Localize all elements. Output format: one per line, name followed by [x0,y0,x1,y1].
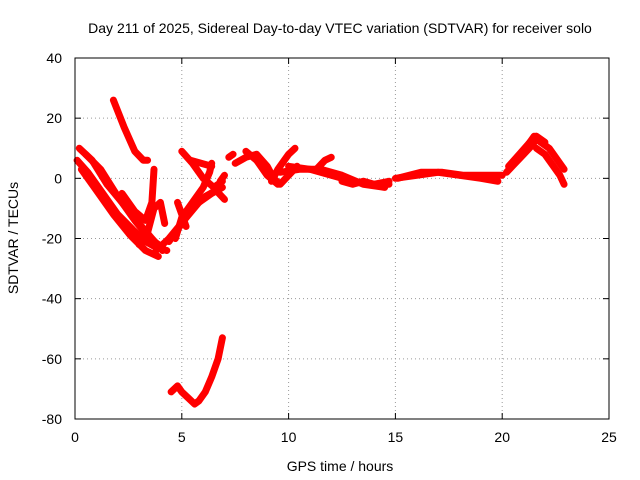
series-arc-27 [524,132,568,173]
x-tick-label: 15 [388,429,404,445]
series-arc-22 [338,177,393,188]
y-tick-label: -80 [42,411,62,427]
series-arc-29 [167,334,226,408]
data-series [73,96,568,408]
x-axis-label: GPS time / hours [287,458,394,474]
series-arc-24 [394,168,506,182]
series-arc-7 [135,198,169,248]
y-axis-label: SDTVAR / TECUs [5,182,21,294]
x-tick-label: 25 [601,429,617,445]
axis-ticks [74,57,610,420]
series-arc-3 [73,156,171,254]
chart-title: Day 211 of 2025, Sidereal Day-to-day VTE… [88,20,592,36]
y-tick-label: 40 [46,50,62,66]
x-tick-label: 5 [178,429,186,445]
series-arc-4 [82,150,167,251]
series-arc-11 [174,198,190,230]
y-tick-labels: -80 -60 -40 -20 0 20 40 [42,50,62,427]
x-tick-label: 0 [71,429,79,445]
y-tick-label: -20 [42,231,62,247]
y-tick-label: -60 [42,351,62,367]
series-arc-28 [532,144,568,188]
series-arc-13 [186,156,216,170]
series-arc-5 [109,96,152,164]
x-tick-labels: 0 5 10 15 20 25 [71,429,617,445]
series-arc-18 [268,144,299,185]
y-tick-label: 20 [46,110,62,126]
y-tick-label: 0 [54,170,62,186]
x-tick-label: 10 [281,429,297,445]
series-arc-6 [118,165,158,224]
series-arc-15 [225,150,237,161]
series-arc-14 [216,171,228,185]
x-tick-label: 20 [494,429,510,445]
series-arc-21 [312,153,335,173]
y-tick-label: -40 [42,291,62,307]
